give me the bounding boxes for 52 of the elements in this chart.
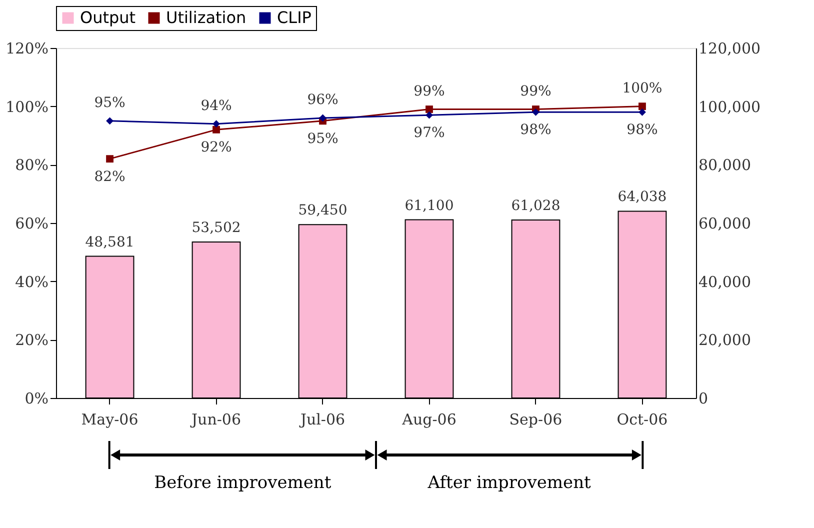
legend-label: CLIP [277, 8, 312, 27]
data-label: 95% [307, 130, 338, 147]
data-label: 98% [520, 122, 552, 138]
y-tick-label: 60% [15, 214, 48, 232]
data-label: 94% [200, 98, 232, 114]
legend-label: Utilization [166, 8, 246, 27]
y2-tick-label: 20,000 [698, 331, 751, 350]
point [212, 126, 220, 134]
y2-tick-label: 80,000 [698, 156, 751, 174]
data-label: 98% [626, 122, 658, 138]
y-tick-label: 100% [6, 98, 48, 116]
data-label: 92% [200, 140, 232, 156]
y2-tick-label: 60,000 [698, 214, 751, 232]
y-tick-label: 120% [6, 40, 48, 58]
data-label: 64,038 [618, 189, 667, 206]
data-label: 99% [414, 83, 445, 100]
y2-tick-label: 40,000 [698, 272, 751, 291]
data-label: 61,100 [404, 198, 454, 214]
x-tick-label: May-06 [81, 410, 138, 428]
x-tick-label: Oct-06 [616, 410, 668, 428]
y2-tick-label: 120,000 [698, 40, 761, 58]
y2-tick-label: 100,000 [698, 98, 761, 116]
x-tick-label: Jul-06 [298, 410, 346, 428]
point [212, 120, 220, 128]
point [426, 111, 433, 119]
x-tick-label: Sep-06 [509, 410, 562, 428]
data-label: 99% [520, 83, 552, 100]
data-label: 61,028 [511, 198, 560, 214]
point [106, 117, 114, 125]
y2-tick-label: 0 [698, 390, 708, 408]
data-label: 96% [307, 92, 338, 108]
y-tick-label: 40% [15, 272, 48, 291]
y-tick-label: 80% [15, 156, 48, 174]
data-label: 53,502 [192, 220, 241, 236]
point [532, 108, 540, 116]
x-tick-label: Aug-06 [401, 410, 456, 428]
point [638, 102, 646, 110]
x-tick-label: Jun-06 [190, 410, 242, 428]
data-label: 100% [622, 80, 662, 96]
point [638, 108, 646, 116]
data-label: 82% [94, 168, 126, 185]
data-label: 97% [414, 125, 445, 142]
data-label: 48,581 [85, 234, 134, 250]
legend-label: Output [80, 8, 136, 27]
data-label: 59,450 [298, 202, 348, 219]
y-tick-label: 0% [24, 390, 48, 408]
text: Before improvement [154, 473, 332, 493]
text: After improvement [426, 473, 592, 493]
y-tick-label: 20% [15, 331, 48, 350]
point [106, 155, 114, 163]
point [426, 106, 433, 113]
data-label: 95% [94, 94, 126, 111]
